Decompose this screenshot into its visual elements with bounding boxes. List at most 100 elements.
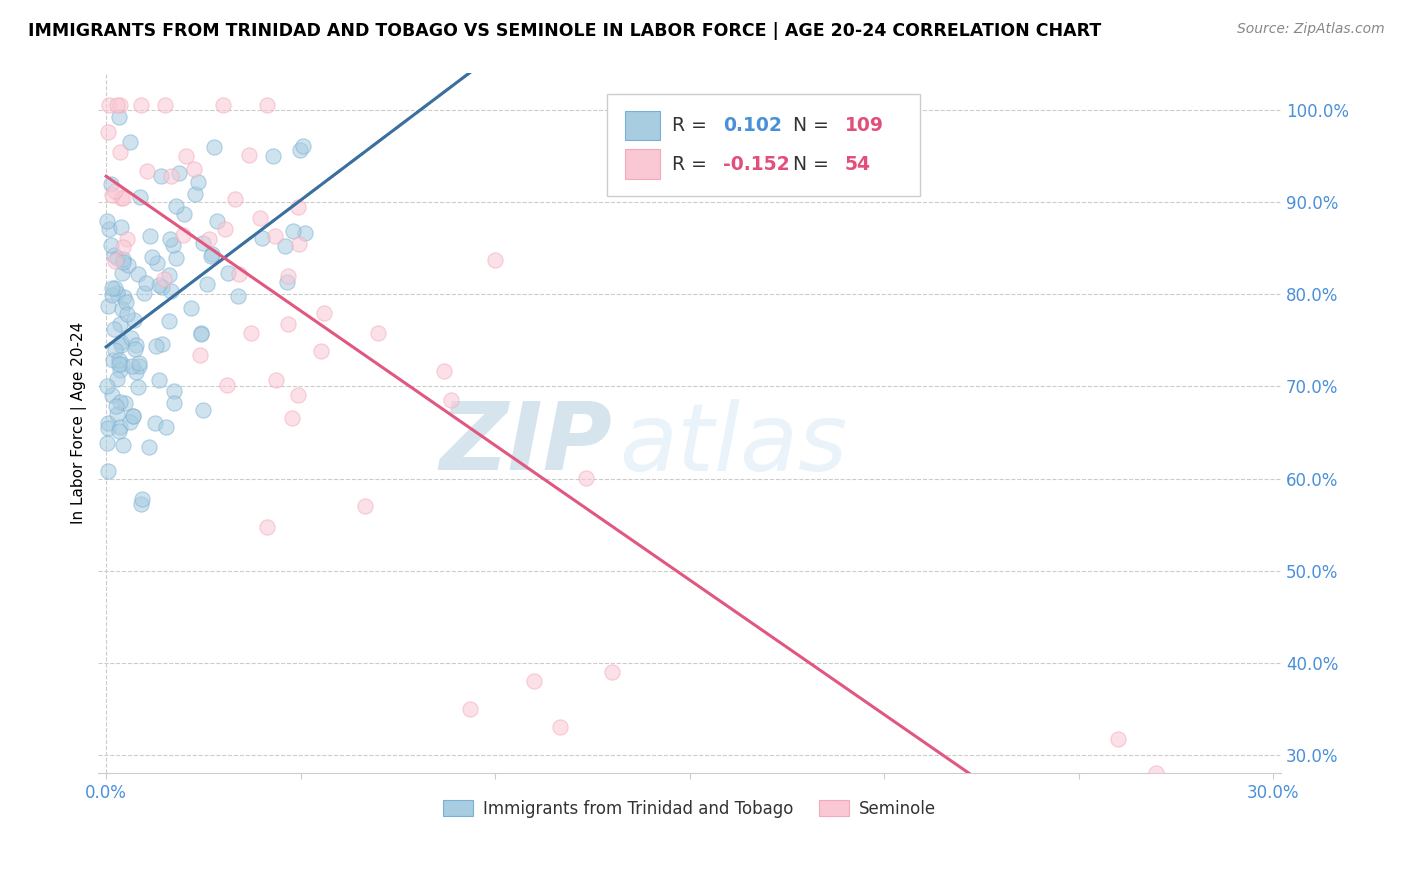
Point: [103, 322, 125, 336]
Point: [108, 363, 131, 377]
Point: [148, 373, 170, 387]
Point: [125, 337, 148, 351]
Point: [150, 279, 173, 293]
Point: [107, 110, 129, 124]
Point: [600, 665, 623, 679]
Point: [100, 238, 122, 252]
Point: [173, 207, 195, 221]
Point: [191, 235, 214, 250]
Point: [159, 232, 181, 246]
Point: [129, 190, 152, 204]
Point: [150, 337, 173, 351]
Point: [228, 267, 250, 281]
Text: N =: N =: [793, 116, 834, 135]
Point: [264, 373, 287, 387]
Point: [112, 252, 135, 266]
Point: [249, 211, 271, 225]
Point: [112, 289, 135, 303]
Point: [160, 169, 183, 183]
Point: [433, 364, 456, 378]
Point: [105, 251, 128, 265]
Point: [127, 380, 149, 394]
Point: [122, 313, 145, 327]
Text: 0.102: 0.102: [723, 116, 782, 135]
Point: [200, 249, 222, 263]
Point: [163, 396, 186, 410]
Point: [97, 125, 120, 139]
Point: [294, 226, 316, 240]
Point: [273, 239, 295, 253]
Bar: [624, 149, 659, 178]
Point: [157, 268, 180, 282]
Point: [121, 409, 143, 424]
Point: [190, 326, 212, 340]
Point: [97, 421, 120, 435]
Point: [112, 255, 135, 269]
Point: [115, 294, 138, 309]
Point: [112, 240, 135, 254]
Point: [104, 254, 127, 268]
Point: [148, 277, 170, 292]
Point: [100, 187, 122, 202]
Point: [183, 162, 205, 177]
Point: [224, 192, 246, 206]
Point: [354, 500, 377, 514]
Point: [240, 326, 263, 341]
Point: [108, 353, 131, 368]
Point: [217, 266, 239, 280]
Point: [197, 277, 219, 292]
Point: [287, 388, 309, 402]
Point: [96, 379, 118, 393]
Point: [193, 402, 215, 417]
Point: [214, 222, 236, 236]
Point: [108, 357, 131, 371]
Point: [146, 256, 169, 270]
Point: [97, 98, 120, 112]
Point: [125, 365, 148, 379]
Point: [484, 253, 506, 268]
Point: [139, 229, 162, 244]
Point: [110, 337, 132, 351]
Point: [1107, 731, 1129, 746]
Point: [277, 269, 299, 284]
Point: [159, 284, 181, 298]
Point: [204, 140, 226, 154]
Point: [131, 492, 153, 507]
Point: [217, 378, 239, 392]
Point: [157, 313, 180, 327]
Point: [103, 247, 125, 261]
Point: [103, 352, 125, 367]
Point: [111, 357, 134, 371]
Point: [1146, 766, 1168, 780]
Point: [250, 231, 273, 245]
Point: [145, 339, 167, 353]
Point: [367, 326, 389, 340]
Point: [276, 275, 298, 289]
Point: [458, 702, 481, 716]
Point: [205, 214, 228, 228]
Text: 109: 109: [845, 116, 883, 135]
Text: R =: R =: [672, 116, 713, 135]
Point: [188, 348, 211, 362]
Point: [118, 415, 141, 429]
Point: [152, 272, 174, 286]
Point: [100, 387, 122, 401]
Text: Source: ZipAtlas.com: Source: ZipAtlas.com: [1237, 22, 1385, 37]
Text: IMMIGRANTS FROM TRINIDAD AND TOBAGO VS SEMINOLE IN LABOR FORCE | AGE 20-24 CORRE: IMMIGRANTS FROM TRINIDAD AND TOBAGO VS S…: [28, 22, 1101, 40]
Text: N =: N =: [793, 154, 834, 174]
Point: [115, 307, 138, 321]
Point: [105, 285, 128, 300]
Y-axis label: In Labor Force | Age 20-24: In Labor Force | Age 20-24: [72, 322, 87, 524]
Text: R =: R =: [672, 154, 713, 174]
Point: [105, 407, 128, 421]
Point: [262, 149, 284, 163]
Bar: [624, 111, 659, 140]
Point: [165, 199, 187, 213]
Point: [548, 720, 571, 734]
Point: [292, 138, 315, 153]
Legend: Immigrants from Trinidad and Tobago, Seminole: Immigrants from Trinidad and Tobago, Sem…: [437, 793, 942, 824]
Point: [97, 299, 120, 313]
Point: [134, 285, 156, 300]
Point: [174, 149, 197, 163]
Point: [105, 98, 128, 112]
